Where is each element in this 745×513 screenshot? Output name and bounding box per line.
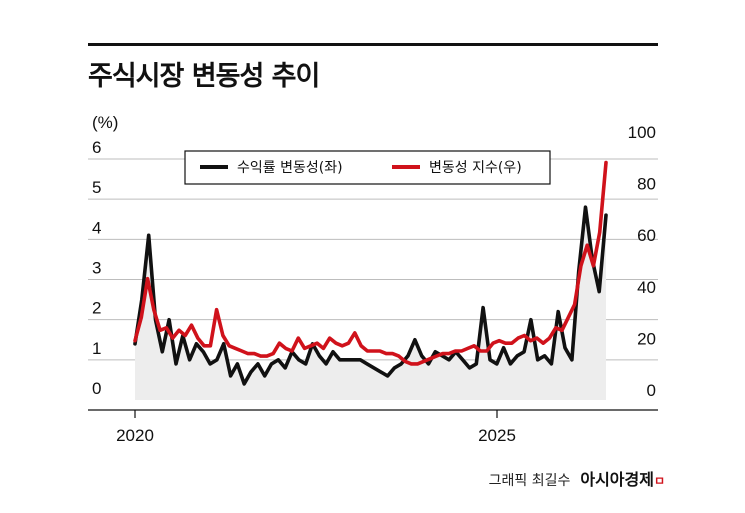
legend: 수익률 변동성(좌) 변동성 지수(우)	[184, 150, 551, 185]
graphic-credit: 그래픽 최길수	[488, 473, 571, 489]
right-tick-label: 100	[628, 123, 656, 142]
left-axis-ticks: 0 1 2 3 4 5 6	[92, 138, 101, 398]
publisher-logo-mark: ㅁ	[653, 474, 665, 488]
legend-label-right-series: 변동성 지수(우)	[429, 160, 522, 176]
left-series-area	[135, 207, 606, 400]
left-tick-label: 2	[92, 299, 101, 318]
x-axis: 2020 2025	[88, 409, 658, 445]
x-tick-label: 2020	[116, 426, 154, 445]
left-tick-label: 6	[92, 138, 101, 157]
series-lines	[133, 160, 608, 386]
left-tick-label: 3	[92, 259, 101, 278]
left-tick-label: 0	[92, 379, 101, 398]
left-axis-unit: (%)	[92, 113, 118, 132]
right-tick-label: 20	[637, 329, 656, 348]
right-tick-label: 0	[647, 381, 656, 400]
legend-label-left-series: 수익률 변동성(좌)	[237, 160, 343, 176]
legend-box	[184, 150, 551, 185]
chart-title: 주식시장 변동성 추이	[88, 61, 320, 92]
x-tick-label: 2025	[478, 426, 516, 445]
left-tick-label: 4	[92, 218, 101, 237]
series-line-volatility-index	[133, 160, 608, 366]
publisher-brand: 아시아경제ㅁ	[580, 470, 665, 489]
credit: 그래픽 최길수 아시아경제ㅁ	[489, 466, 665, 490]
right-tick-label: 60	[637, 226, 656, 245]
right-tick-label: 40	[637, 278, 656, 297]
title-top-rule	[88, 43, 658, 46]
series-line-return-volatility	[133, 205, 608, 386]
left-tick-label: 5	[92, 178, 101, 197]
right-tick-label: 80	[637, 175, 656, 194]
right-axis-ticks: 0 20 40 60 80 100	[628, 123, 656, 400]
left-tick-label: 1	[92, 339, 101, 358]
